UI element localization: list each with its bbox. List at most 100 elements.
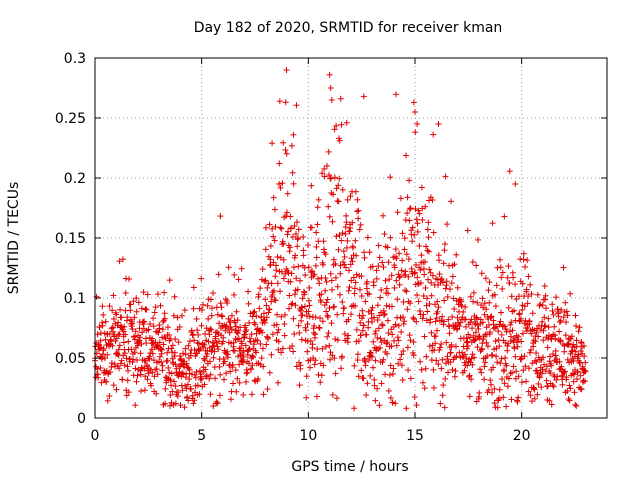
data-point xyxy=(156,325,163,332)
data-point xyxy=(421,258,428,265)
data-point xyxy=(330,191,337,198)
data-point xyxy=(537,301,544,308)
data-point xyxy=(396,274,403,281)
data-point xyxy=(389,399,396,406)
data-point xyxy=(439,356,446,363)
data-point xyxy=(541,283,548,290)
data-point xyxy=(552,335,559,342)
data-point xyxy=(326,304,333,311)
data-point xyxy=(132,402,139,409)
data-point xyxy=(533,329,540,336)
data-point xyxy=(444,353,451,360)
data-point xyxy=(378,321,385,328)
data-point xyxy=(332,370,339,377)
data-point xyxy=(343,244,350,251)
data-point xyxy=(129,320,136,327)
data-point xyxy=(378,287,385,294)
data-point xyxy=(299,295,306,302)
data-point xyxy=(360,312,367,319)
data-point xyxy=(474,344,481,351)
data-point xyxy=(280,139,287,146)
data-point xyxy=(123,355,130,362)
data-point xyxy=(393,277,400,284)
data-point xyxy=(419,216,426,223)
data-point xyxy=(205,315,212,322)
data-point xyxy=(366,353,373,360)
data-point xyxy=(116,258,123,265)
data-point xyxy=(430,384,437,391)
data-point xyxy=(334,311,341,318)
data-point xyxy=(250,341,257,348)
data-point xyxy=(172,361,179,368)
data-point xyxy=(440,382,447,389)
data-point xyxy=(463,355,470,362)
data-point xyxy=(344,339,351,346)
data-point xyxy=(394,334,401,341)
data-point xyxy=(195,331,202,338)
data-point xyxy=(531,385,538,392)
data-point xyxy=(166,369,173,376)
data-point xyxy=(417,280,424,287)
data-point xyxy=(393,255,400,262)
data-point xyxy=(289,300,296,307)
data-point xyxy=(262,296,269,303)
data-point xyxy=(131,349,138,356)
data-point xyxy=(245,288,252,295)
data-point xyxy=(572,312,579,319)
data-point xyxy=(194,382,201,389)
data-point xyxy=(451,261,458,268)
data-point xyxy=(166,277,173,284)
data-point xyxy=(375,263,382,270)
data-point xyxy=(440,318,447,325)
data-point xyxy=(578,339,585,346)
data-point xyxy=(288,225,295,232)
data-point xyxy=(547,370,554,377)
data-point xyxy=(565,395,572,402)
data-point xyxy=(417,358,424,365)
data-point xyxy=(248,365,255,372)
data-point xyxy=(361,249,368,256)
data-point xyxy=(381,310,388,317)
data-point xyxy=(548,362,555,369)
data-point xyxy=(539,366,546,373)
data-point xyxy=(156,339,163,346)
data-point xyxy=(299,304,306,311)
data-point xyxy=(150,315,157,322)
data-point xyxy=(485,287,492,294)
data-point xyxy=(490,364,497,371)
data-point xyxy=(560,314,567,321)
data-point xyxy=(106,392,113,399)
data-point xyxy=(240,391,247,398)
data-point xyxy=(180,350,187,357)
data-point xyxy=(316,325,323,332)
data-point xyxy=(316,280,323,287)
data-point xyxy=(542,292,549,299)
data-point xyxy=(484,343,491,350)
data-point xyxy=(168,345,175,352)
data-point xyxy=(284,190,291,197)
data-point xyxy=(175,339,182,346)
data-point xyxy=(446,323,453,330)
data-point xyxy=(488,313,495,320)
data-point xyxy=(117,360,124,367)
data-point xyxy=(194,327,201,334)
data-point xyxy=(526,349,533,356)
data-point xyxy=(425,248,432,255)
data-point xyxy=(142,373,149,380)
data-point xyxy=(358,293,365,300)
data-point xyxy=(332,260,339,267)
data-point xyxy=(549,382,556,389)
data-point xyxy=(207,326,214,333)
data-point xyxy=(333,122,340,129)
data-point xyxy=(367,349,374,356)
data-point xyxy=(410,338,417,345)
data-point xyxy=(157,353,164,360)
data-point xyxy=(234,375,241,382)
data-point xyxy=(176,353,183,360)
data-point xyxy=(339,186,346,193)
data-point xyxy=(172,383,179,390)
data-point xyxy=(120,339,127,346)
data-point xyxy=(496,343,503,350)
data-point xyxy=(522,363,529,370)
data-point xyxy=(557,317,564,324)
